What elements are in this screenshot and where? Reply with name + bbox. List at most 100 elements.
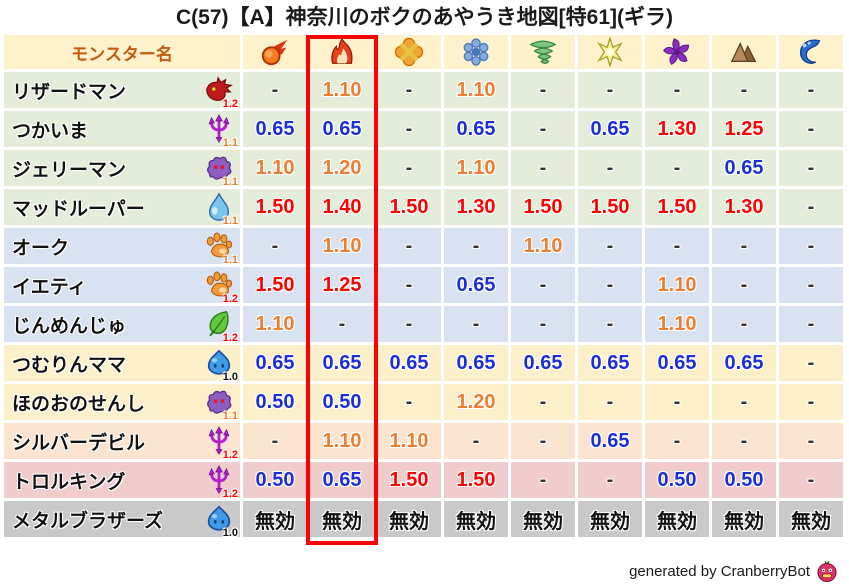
resistance-value-cell: 無効 xyxy=(645,501,709,537)
resistance-value-cell: - xyxy=(377,111,441,147)
monster-name: メタルブラザーズ xyxy=(12,510,164,532)
resistance-value-cell: 0.65 xyxy=(578,345,642,381)
monster-row: つむりんママ 1.0 0.65 0.65 0.65 0.65 0.65 0.65 0.65 0.6… xyxy=(4,345,843,381)
resistance-value: 0.65 xyxy=(255,351,295,374)
resistance-value-cell: 1.10 xyxy=(444,72,508,108)
resistance-value-cell: - xyxy=(578,306,642,342)
resistance-value: 1.30 xyxy=(724,195,764,218)
resistance-value-cell: - xyxy=(377,150,441,186)
monster-row: リザードマン 1.2 - 1.10 - 1.10 - - - - - xyxy=(4,72,843,108)
resistance-value: 1.10 xyxy=(657,273,697,296)
credit-text: generated by CranberryBot xyxy=(629,562,810,580)
resistance-value: 無効 xyxy=(590,510,630,533)
element-column-header xyxy=(511,35,575,69)
resistance-value: 1.40 xyxy=(322,195,362,218)
jelly-icon: 1.1 xyxy=(204,387,238,420)
resistance-value: - xyxy=(606,390,614,413)
resistance-value-cell: 1.50 xyxy=(243,267,307,303)
resistance-value: 0.50 xyxy=(255,390,295,413)
resistance-value-cell: - xyxy=(511,267,575,303)
resistance-value: 1.50 xyxy=(389,195,429,218)
resistance-value: 1.50 xyxy=(456,468,496,491)
resistance-value-cell: 0.50 xyxy=(243,462,307,498)
paw-icon: 1.2 xyxy=(204,270,238,303)
monster-name-cell: リザードマン 1.2 xyxy=(4,72,240,108)
resistance-value-cell: - xyxy=(779,72,843,108)
resistance-value-cell: - xyxy=(712,267,776,303)
resistance-value-cell: - xyxy=(779,462,843,498)
resistance-value: - xyxy=(405,273,413,296)
resistance-value-cell: 0.65 xyxy=(444,111,508,147)
trident-icon: 1.1 xyxy=(204,114,238,147)
resistance-value: 無効 xyxy=(657,510,697,533)
resistance-value: - xyxy=(606,273,614,296)
resistance-value-cell: - xyxy=(645,150,709,186)
resistance-value: 1.10 xyxy=(322,78,362,101)
page-title: C(57)【A】神奈川のボクのあやうき地図[特61](ギラ) xyxy=(175,6,673,29)
monster-multiplier: 1.2 xyxy=(222,293,238,303)
resistance-value-cell: 0.65 xyxy=(444,267,508,303)
resistance-value-cell: 1.10 xyxy=(511,228,575,264)
resistance-value-cell: - xyxy=(645,228,709,264)
element-column-header xyxy=(310,35,374,69)
resistance-value-cell: 1.30 xyxy=(444,189,508,225)
resistance-value-cell: 0.65 xyxy=(444,345,508,381)
resistance-value: 1.50 xyxy=(657,195,697,218)
resistance-value: - xyxy=(807,156,815,179)
resistance-value: - xyxy=(673,390,681,413)
resistance-value: - xyxy=(740,273,748,296)
resistance-value-cell: - xyxy=(712,306,776,342)
resistance-value: 無効 xyxy=(791,510,831,533)
cranberry-bot-icon xyxy=(815,559,839,583)
resistance-value: 無効 xyxy=(456,510,496,533)
monster-name: つかいま xyxy=(12,120,89,142)
resistance-value-cell: 0.50 xyxy=(712,462,776,498)
resistance-value-cell: - xyxy=(779,345,843,381)
resistance-value: 0.65 xyxy=(322,468,362,491)
monster-row: つかいま 1.1 0.65 0.65 - 0.65 - 0.65 1.30 1.25 - xyxy=(4,111,843,147)
resistance-value-cell: 0.65 xyxy=(310,345,374,381)
drop-icon: 1.1 xyxy=(204,192,238,225)
resistance-value: - xyxy=(807,312,815,335)
resistance-value: 1.50 xyxy=(590,195,630,218)
resistance-value: - xyxy=(606,234,614,257)
resistance-value-cell: - xyxy=(377,228,441,264)
monster-name: ほのおのせんし xyxy=(12,393,146,415)
resistance-table: モンスター名 リザードマン 1.2 - 1.10 - 1.10 - - - - - つかいま 1.1 0.… xyxy=(1,32,846,540)
resistance-value: 1.50 xyxy=(523,195,563,218)
monster-name-cell: オーク 1.1 xyxy=(4,228,240,264)
resistance-value: - xyxy=(405,117,413,140)
resistance-value-cell: 1.10 xyxy=(243,306,307,342)
resistance-value-cell: 0.65 xyxy=(243,345,307,381)
resistance-value: - xyxy=(539,312,547,335)
resistance-value: 1.25 xyxy=(322,273,362,296)
resistance-value-cell: 1.25 xyxy=(310,267,374,303)
resistance-value-cell: 無効 xyxy=(712,501,776,537)
monster-multiplier: 1.0 xyxy=(222,371,238,381)
resistance-value: - xyxy=(405,78,413,101)
resistance-value-cell: 1.50 xyxy=(377,462,441,498)
resistance-value-cell: - xyxy=(444,423,508,459)
flame-icon xyxy=(327,37,357,64)
monster-row: ほのおのせんし 1.1 0.50 0.50 - 1.20 - - - - - xyxy=(4,384,843,420)
resistance-value-cell: 0.65 xyxy=(511,345,575,381)
element-column-header xyxy=(377,35,441,69)
resistance-value: 1.10 xyxy=(322,234,362,257)
resistance-value-cell: - xyxy=(779,150,843,186)
resistance-value-cell: - xyxy=(578,150,642,186)
monster-row: じんめんじゅ 1.2 1.10 - - - - - 1.10 - - xyxy=(4,306,843,342)
resistance-value: 無効 xyxy=(322,510,362,533)
resistance-value-cell: 1.10 xyxy=(310,72,374,108)
resistance-value: 0.50 xyxy=(657,468,697,491)
monster-row: イエティ 1.2 1.50 1.25 - 0.65 - - 1.10 - - xyxy=(4,267,843,303)
monster-multiplier: 1.1 xyxy=(222,176,238,186)
resistance-value: 1.20 xyxy=(456,390,496,413)
resistance-value: - xyxy=(606,78,614,101)
monster-row: シルバーデビル 1.2 - 1.10 1.10 - - 0.65 - - - xyxy=(4,423,843,459)
monster-multiplier: 1.2 xyxy=(222,488,238,498)
resistance-value: 1.30 xyxy=(456,195,496,218)
jelly-icon: 1.1 xyxy=(204,153,238,186)
resistance-value: - xyxy=(807,468,815,491)
resistance-value: - xyxy=(740,390,748,413)
resistance-value-cell: - xyxy=(645,423,709,459)
